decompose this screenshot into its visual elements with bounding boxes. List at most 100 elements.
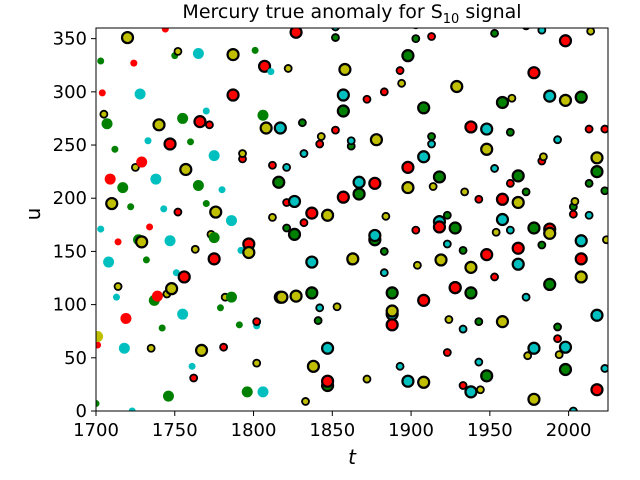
data-point xyxy=(251,46,259,54)
data-point xyxy=(401,180,415,195)
data-point xyxy=(194,343,209,357)
data-point xyxy=(306,359,321,373)
data-point xyxy=(590,308,604,322)
data-point xyxy=(111,145,119,153)
y-tick-label: 150 xyxy=(53,241,87,262)
data-point xyxy=(458,324,468,334)
data-point xyxy=(96,400,100,408)
x-tick-label: 1900 xyxy=(388,420,434,441)
data-point xyxy=(434,253,448,267)
data-point xyxy=(235,321,243,329)
data-point xyxy=(352,187,366,201)
data-point xyxy=(207,252,221,266)
data-point xyxy=(150,173,162,185)
data-point xyxy=(432,220,447,234)
data-point xyxy=(289,28,303,39)
data-point xyxy=(142,256,150,264)
data-point xyxy=(558,93,573,107)
data-point xyxy=(320,374,335,388)
chart-title: Mercury true anomaly for S10 signal xyxy=(182,1,521,27)
data-point xyxy=(600,364,608,373)
data-point xyxy=(315,139,325,149)
data-point xyxy=(202,200,210,208)
x-tick-label: 1950 xyxy=(467,420,513,441)
chart-title-subscript: 10 xyxy=(443,12,460,27)
data-point xyxy=(101,118,113,130)
data-point xyxy=(381,211,391,221)
data-point xyxy=(316,132,326,141)
data-point xyxy=(379,87,389,97)
y-axis-label: u xyxy=(21,208,45,221)
data-point xyxy=(505,178,515,188)
data-point xyxy=(444,315,454,324)
data-point xyxy=(474,317,484,327)
data-point xyxy=(480,142,494,156)
data-point xyxy=(305,255,319,269)
data-point xyxy=(368,176,382,190)
data-point xyxy=(411,225,421,235)
data-point xyxy=(448,221,462,235)
data-point xyxy=(590,383,604,397)
data-point xyxy=(177,308,189,320)
data-point xyxy=(427,132,436,141)
data-point xyxy=(188,362,196,370)
data-point xyxy=(527,221,541,235)
x-tick-label: 2000 xyxy=(546,420,592,441)
data-point xyxy=(442,210,452,220)
data-point xyxy=(187,138,195,146)
data-point xyxy=(458,245,468,255)
x-tick-label: 1800 xyxy=(231,420,277,441)
data-points xyxy=(96,28,608,411)
data-point xyxy=(385,286,399,300)
data-point xyxy=(128,407,136,411)
data-point xyxy=(336,104,350,118)
data-point xyxy=(527,66,541,80)
data-point xyxy=(521,292,531,302)
data-point xyxy=(152,118,166,132)
data-point xyxy=(297,118,307,128)
x-tick-label: 1700 xyxy=(73,420,119,441)
data-point xyxy=(584,210,594,220)
data-point xyxy=(417,101,431,115)
data-point xyxy=(287,194,302,209)
data-point xyxy=(586,28,596,36)
data-point xyxy=(282,162,292,172)
data-point xyxy=(190,244,200,254)
data-point xyxy=(543,226,557,240)
y-tick-label: 100 xyxy=(53,295,87,316)
data-point xyxy=(151,290,163,302)
data-point xyxy=(104,173,116,185)
data-point xyxy=(219,342,229,352)
data-point xyxy=(189,373,199,383)
data-point xyxy=(130,162,140,172)
data-point xyxy=(172,269,180,277)
data-point xyxy=(495,315,510,329)
data-point xyxy=(539,152,548,162)
data-point xyxy=(241,386,253,398)
data-point xyxy=(590,151,604,165)
data-point xyxy=(313,316,323,325)
data-point xyxy=(558,340,573,354)
data-point xyxy=(161,28,169,33)
data-point xyxy=(289,289,303,303)
data-point xyxy=(225,291,237,303)
data-point xyxy=(346,136,356,146)
data-point xyxy=(553,334,562,344)
data-point xyxy=(305,286,319,300)
data-point xyxy=(117,182,129,194)
data-point xyxy=(158,324,166,332)
data-point xyxy=(584,178,594,188)
data-point xyxy=(432,170,447,184)
data-point xyxy=(543,89,557,103)
data-point xyxy=(369,133,384,147)
data-point xyxy=(417,293,431,307)
data-point xyxy=(99,109,109,119)
data-point xyxy=(242,245,256,260)
data-point xyxy=(238,149,247,158)
x-axis-label: t xyxy=(348,445,357,469)
data-point xyxy=(283,64,293,73)
data-point xyxy=(600,186,608,196)
data-point xyxy=(97,225,105,233)
data-point xyxy=(352,175,366,189)
data-point xyxy=(331,33,340,42)
